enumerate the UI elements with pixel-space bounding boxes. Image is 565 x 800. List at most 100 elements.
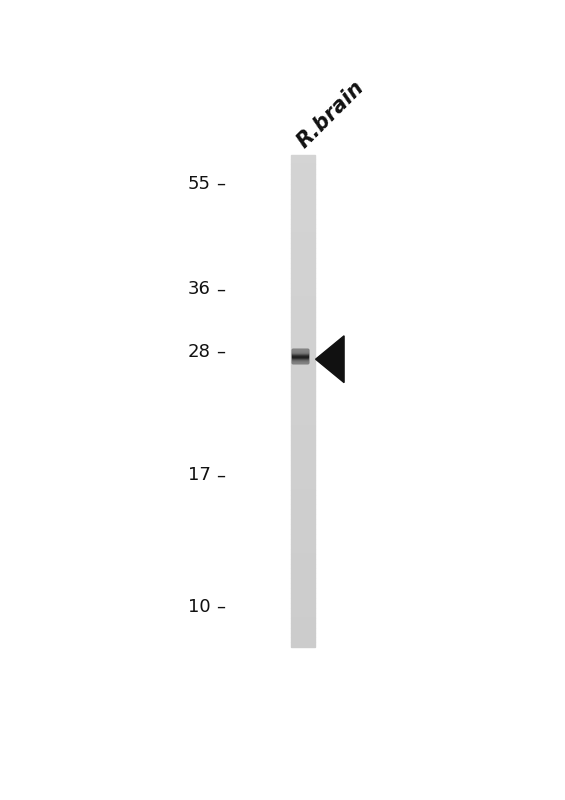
Bar <box>290 534 315 539</box>
Bar <box>290 352 315 357</box>
Bar <box>290 263 315 268</box>
Text: –: – <box>216 175 225 194</box>
Bar <box>290 510 315 514</box>
Bar <box>290 174 315 179</box>
Text: –: – <box>216 598 225 616</box>
Bar <box>290 357 315 362</box>
Bar <box>290 450 315 455</box>
Bar <box>290 234 315 238</box>
Bar <box>290 366 315 371</box>
Text: 17: 17 <box>188 466 211 485</box>
Bar <box>290 485 315 490</box>
Bar <box>290 209 315 214</box>
Bar <box>290 159 315 164</box>
Bar <box>290 480 315 485</box>
Bar <box>290 307 315 312</box>
Bar <box>290 386 315 391</box>
Bar <box>290 499 315 505</box>
Bar <box>290 184 315 189</box>
Bar <box>290 332 315 337</box>
Bar <box>290 199 315 204</box>
Bar <box>290 622 315 628</box>
Bar <box>290 588 315 593</box>
Bar <box>290 628 315 633</box>
Bar <box>290 253 315 258</box>
Bar <box>290 618 315 622</box>
Bar <box>290 194 315 199</box>
Bar <box>290 554 315 558</box>
Polygon shape <box>316 336 344 382</box>
Bar <box>290 214 315 218</box>
Text: 10: 10 <box>188 598 211 616</box>
Bar <box>290 346 315 352</box>
Bar <box>290 490 315 494</box>
Bar <box>290 598 315 603</box>
Bar <box>290 505 315 510</box>
Bar <box>290 514 315 519</box>
Bar <box>290 282 315 287</box>
Bar <box>290 164 315 170</box>
Bar <box>290 603 315 608</box>
Bar <box>290 421 315 426</box>
Text: 28: 28 <box>188 342 211 361</box>
Bar <box>290 475 315 480</box>
Bar <box>290 154 315 159</box>
Bar <box>290 410 315 416</box>
Bar <box>290 238 315 243</box>
Bar <box>290 371 315 376</box>
Bar <box>290 179 315 184</box>
Text: –: – <box>216 280 225 298</box>
Bar <box>292 350 308 363</box>
Bar <box>290 248 315 253</box>
Bar <box>290 460 315 465</box>
Bar <box>290 583 315 588</box>
Bar <box>290 268 315 273</box>
Bar <box>290 322 315 327</box>
Bar <box>290 396 315 401</box>
Bar <box>290 608 315 613</box>
Bar <box>290 278 315 282</box>
Bar <box>290 455 315 460</box>
Bar <box>290 416 315 421</box>
Bar <box>290 544 315 549</box>
Bar <box>290 376 315 382</box>
Bar <box>290 426 315 430</box>
Bar <box>290 519 315 524</box>
Bar <box>290 633 315 638</box>
Bar <box>290 189 315 194</box>
Bar <box>290 312 315 317</box>
Bar <box>290 317 315 322</box>
Bar <box>290 382 315 386</box>
Bar <box>290 613 315 618</box>
Bar <box>290 229 315 234</box>
Bar <box>290 258 315 263</box>
Text: 55: 55 <box>188 175 211 194</box>
Bar <box>290 170 315 174</box>
Bar <box>290 204 315 209</box>
Bar <box>290 287 315 293</box>
Bar <box>290 446 315 450</box>
Bar <box>290 569 315 574</box>
Bar <box>290 273 315 278</box>
Bar <box>290 302 315 307</box>
Text: –: – <box>216 466 225 485</box>
Text: 36: 36 <box>188 280 211 298</box>
Bar <box>290 638 315 642</box>
Text: –: – <box>216 342 225 361</box>
Bar <box>290 430 315 435</box>
Bar <box>290 218 315 223</box>
Bar <box>290 470 315 475</box>
Bar <box>290 558 315 563</box>
Text: R.brain: R.brain <box>293 77 368 151</box>
Bar <box>290 435 315 440</box>
Bar <box>290 574 315 578</box>
Bar <box>290 362 315 366</box>
Bar <box>290 563 315 569</box>
Bar <box>290 539 315 544</box>
Bar <box>290 549 315 554</box>
Bar <box>290 593 315 598</box>
Bar <box>290 401 315 406</box>
Bar <box>290 327 315 332</box>
Bar <box>290 642 315 647</box>
Bar <box>290 298 315 302</box>
